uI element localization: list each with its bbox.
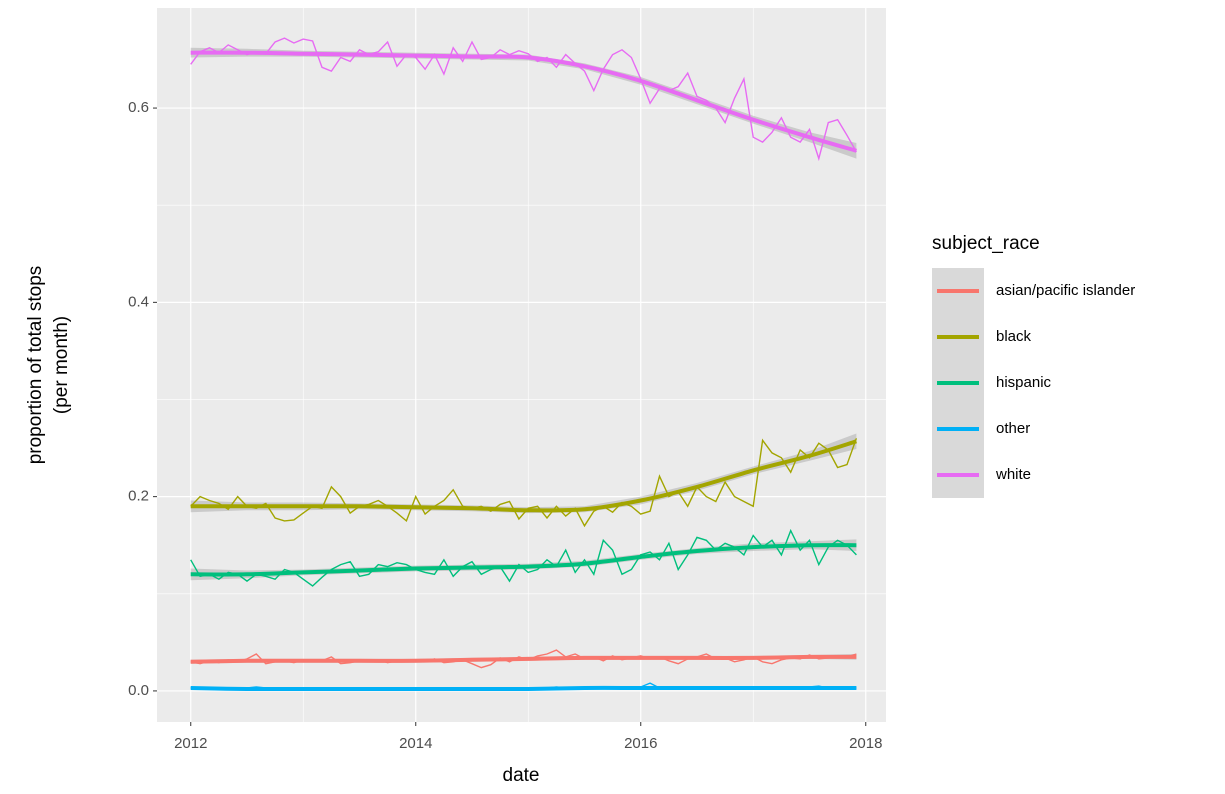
y-tick-label: 0.2 (128, 488, 149, 505)
y-tick-label: 0.6 (128, 99, 149, 116)
smooth-line (190, 543, 857, 577)
legend: subject_race asian/pacific islander black… (932, 233, 1135, 498)
legend-label: hispanic (996, 374, 1052, 391)
x-tick-label: 2018 (849, 735, 882, 752)
x-axis-title: date (503, 765, 540, 786)
axes: 0.0 0.2 0.4 0.6 2012 2014 2016 2018 (128, 99, 882, 752)
legend-label: other (996, 420, 1030, 437)
legend-label: asian/pacific islander (996, 282, 1135, 299)
legend-title: subject_race (932, 233, 1040, 254)
smooth-line (190, 439, 857, 513)
legend-label: black (996, 328, 1032, 345)
legend-label: white (995, 466, 1031, 483)
x-tick-label: 2014 (399, 735, 432, 752)
x-tick-label: 2016 (624, 735, 657, 752)
y-axis-title: proportion of total stops (25, 266, 46, 465)
data-line (190, 37, 858, 162)
grid (157, 8, 886, 722)
y-axis-title: (per month) (51, 316, 72, 414)
smooth-line (190, 654, 857, 664)
y-tick-label: 0.0 (128, 682, 149, 699)
lines (190, 37, 858, 692)
y-tick-label: 0.4 (128, 293, 149, 310)
panel (157, 8, 886, 722)
smooth-line (190, 685, 857, 692)
x-tick-label: 2012 (174, 735, 207, 752)
smooth-line (190, 50, 857, 153)
data-line (190, 438, 858, 528)
